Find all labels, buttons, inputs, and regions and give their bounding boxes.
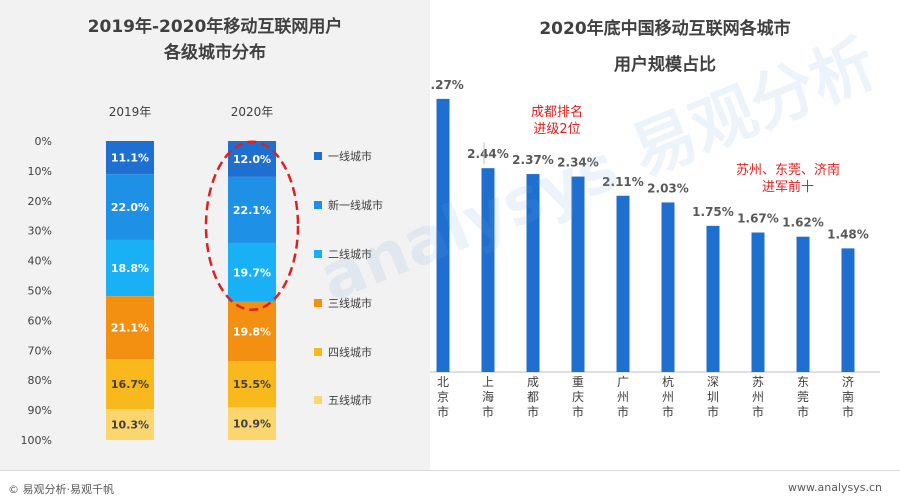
left-category-label: 2020年 [231, 105, 274, 119]
legend-label: 一线城市 [328, 149, 372, 163]
segment-value-label: 11.1% [111, 152, 149, 165]
legend-label: 三线城市 [328, 296, 372, 310]
stacked-bar-segment [228, 301, 276, 362]
stacked-bar-segment [106, 409, 154, 440]
segment-value-label: 19.7% [233, 266, 271, 279]
stacked-bar-segment [228, 361, 276, 408]
city-category-label: 深圳市 [707, 375, 719, 419]
city-value-label: 2.37% [512, 153, 554, 167]
annotation-text: 进级2位 [533, 122, 580, 137]
stacked-bar-segment [106, 141, 154, 175]
left-category-label: 2019年 [109, 105, 152, 119]
left-y-tick-label: 10% [28, 165, 52, 178]
legend-label: 新一线城市 [328, 198, 383, 212]
legend-swatch [314, 299, 322, 307]
segment-value-label: 19.8% [233, 325, 271, 338]
city-category-label: 成都市 [527, 375, 539, 419]
stacked-bar-segment [228, 176, 276, 243]
legend-label: 四线城市 [328, 345, 372, 359]
left-y-tick-label: 0% [35, 135, 52, 148]
city-value-label: 1.48% [827, 227, 869, 241]
city-value-label: 3.27% [430, 78, 464, 92]
left-y-tick-label: 40% [28, 255, 52, 268]
left-y-tick-label: 60% [28, 314, 52, 327]
city-value-label: 1.67% [737, 212, 779, 226]
segment-value-label: 10.3% [111, 419, 149, 432]
segment-value-label: 22.1% [233, 204, 271, 217]
segment-value-label: 15.5% [233, 378, 271, 391]
left-y-tick-label: 50% [28, 285, 52, 298]
city-category-label: 上海市 [482, 375, 494, 419]
segment-value-label: 22.0% [111, 201, 149, 214]
city-bar [796, 236, 810, 372]
stacked-bar-segment [106, 296, 154, 360]
left-y-tick-label: 90% [28, 404, 52, 417]
city-category-label: 北京市 [437, 375, 449, 419]
city-bar [616, 195, 630, 372]
left-y-tick-label: 100% [21, 434, 52, 447]
city-value-label: 2.11% [602, 175, 644, 189]
left-y-tick-label: 20% [28, 195, 52, 208]
footer-copyright: © 易观分析·易观千帆 [8, 483, 114, 496]
annotation-text: 苏州、东莞、济南 [736, 162, 840, 178]
legend-label: 二线城市 [328, 247, 372, 261]
segment-value-label: 10.9% [233, 418, 271, 431]
right-chart-title-line2: 用户规模占比 [614, 55, 716, 75]
city-value-label: 2.03% [647, 181, 689, 195]
city-value-label: 1.75% [692, 205, 734, 219]
city-category-label: 苏州市 [752, 375, 764, 419]
annotation-text: 进军前十 [762, 179, 814, 195]
city-bar [481, 168, 495, 372]
legend-swatch [314, 348, 322, 356]
city-category-label: 广州市 [617, 375, 629, 419]
stacked-bar-segment [106, 359, 154, 410]
left-y-tick-label: 30% [28, 225, 52, 238]
city-bar [751, 232, 765, 372]
stacked-bar-segment [228, 242, 276, 302]
city-category-label: 杭州市 [662, 374, 674, 419]
legend-swatch [314, 201, 322, 209]
segment-value-label: 12.0% [233, 153, 271, 166]
city-bar [571, 176, 585, 372]
city-category-label: 济南市 [842, 374, 854, 419]
left-chart-title-line1: 2019年-2020年移动互联网用户 [87, 17, 343, 37]
footer: © 易观分析·易观千帆 www.analysys.cn [0, 470, 900, 504]
right-chart-title-line1: 2020年底中国移动互联网各城市 [539, 19, 791, 39]
city-bar [661, 202, 675, 372]
city-bar [436, 98, 450, 372]
stacked-bar-chart: 0% 10% 20% 30% 40% 50% 60% 70% 80% 90% 100% 2019年 20… [21, 105, 383, 447]
city-value-label: 2.44% [467, 147, 509, 161]
legend-swatch [314, 250, 322, 258]
annotation-text: 成都排名 [531, 104, 583, 120]
city-value-label: 1.62% [782, 216, 824, 230]
segment-value-label: 18.8% [111, 262, 149, 275]
legend-swatch [314, 152, 322, 160]
city-bar [526, 174, 540, 372]
city-bar [706, 225, 720, 372]
city-bar [841, 248, 855, 372]
segment-value-label: 21.1% [111, 322, 149, 335]
left-chart-panel: 2019年-2020年移动互联网用户 各级城市分布 0% 10% 20% 30% 40%… [0, 0, 430, 470]
city-category-label: 重庆市 [572, 375, 584, 419]
segment-value-label: 16.7% [111, 378, 149, 391]
city-bar-chart: 3.27% 北京市 2.44% 上海市 2.37% 成都市 2.34% 重庆市 2.11% 广州市… [430, 78, 880, 419]
left-y-tick-label: 80% [28, 374, 52, 387]
right-chart-panel: 2020年底中国移动互联网各城市 用户规模占比 3.27% 北京市 2.44% 上海市… [430, 0, 900, 470]
left-chart-title-line2: 各级城市分布 [164, 43, 266, 63]
legend-label: 五线城市 [328, 393, 372, 407]
stacked-bar-segment [228, 407, 276, 440]
city-value-label: 2.34% [557, 156, 599, 170]
stacked-bar-segment [106, 239, 154, 297]
stacked-bar-segment [106, 174, 154, 240]
legend-swatch [314, 396, 322, 404]
city-category-label: 东莞市 [797, 375, 809, 419]
highlight-ellipse [204, 140, 300, 311]
footer-website: www.analysys.cn [788, 481, 882, 494]
left-y-tick-label: 70% [28, 344, 52, 357]
